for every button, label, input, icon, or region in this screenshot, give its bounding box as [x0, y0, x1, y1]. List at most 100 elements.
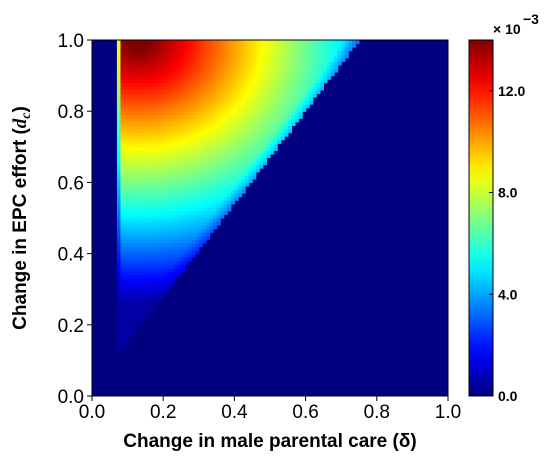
heatmap-cell	[259, 86, 264, 91]
heatmap-cell	[252, 43, 257, 48]
heatmap-cell	[166, 47, 171, 52]
heatmap-cell	[298, 68, 303, 73]
heatmap-cell	[241, 57, 246, 62]
heatmap-cell	[181, 121, 186, 127]
heatmap-cell	[116, 310, 122, 315]
heatmap-cell	[241, 125, 246, 130]
heatmap-cell	[173, 82, 179, 87]
heatmap-cell	[166, 189, 171, 194]
heatmap-cell	[259, 114, 264, 119]
heatmap-cell	[248, 104, 253, 109]
heatmap-cell	[148, 235, 154, 240]
heatmap-cell	[291, 64, 296, 70]
heatmap-cell	[188, 221, 193, 226]
heatmap-cell	[159, 253, 164, 258]
heatmap-cell	[181, 171, 186, 176]
heatmap-cell	[252, 171, 257, 176]
heatmap-cell	[145, 47, 150, 52]
heatmap-cell	[216, 72, 221, 77]
heatmap-cell	[120, 146, 125, 151]
heatmap-cell	[120, 221, 125, 226]
heatmap-cell	[277, 129, 282, 134]
heatmap-cell	[163, 214, 168, 219]
heatmap-cell	[245, 75, 250, 80]
heatmap-cell	[163, 196, 168, 201]
heatmap-cell	[255, 40, 260, 45]
heatmap-cell	[181, 146, 186, 151]
heatmap-cell	[309, 68, 314, 73]
heatmap-cell	[173, 125, 179, 130]
heatmap-cell	[273, 111, 278, 116]
heatmap-cell	[127, 235, 132, 240]
heatmap-cell	[319, 43, 324, 48]
heatmap-cell	[177, 68, 182, 73]
heatmap-cell	[259, 47, 264, 52]
heatmap-cell	[184, 189, 189, 194]
heatmap-cell	[127, 182, 132, 187]
heatmap-cell	[287, 100, 292, 105]
heatmap-cell	[152, 193, 157, 198]
heatmap-cell	[198, 118, 203, 123]
heatmap-cell	[138, 93, 143, 98]
heatmap-cell	[252, 93, 257, 98]
heatmap-cell	[312, 89, 317, 94]
heatmap-cell	[209, 210, 214, 216]
heatmap-cell	[120, 111, 125, 116]
heatmap-cell	[166, 86, 171, 91]
heatmap-cell	[166, 242, 171, 248]
heatmap-cell	[195, 239, 200, 244]
heatmap-cell	[124, 61, 129, 66]
heatmap-cell	[131, 200, 136, 205]
heatmap-cell	[255, 143, 260, 148]
heatmap-cell	[141, 292, 146, 297]
heatmap-cell	[316, 54, 321, 59]
heatmap-cell	[191, 47, 196, 52]
heatmap-cell	[184, 164, 189, 169]
heatmap-cell	[120, 100, 125, 105]
heatmap-cell	[259, 132, 264, 137]
heatmap-cell	[156, 225, 161, 230]
heatmap-cell	[220, 193, 225, 198]
heatmap-cell	[266, 107, 271, 112]
heatmap-cell	[198, 232, 203, 237]
heatmap-cell	[156, 57, 161, 62]
heatmap-cell	[134, 100, 139, 105]
heatmap-cell	[120, 189, 125, 194]
heatmap-cell	[252, 121, 257, 127]
heatmap-cell	[145, 175, 150, 180]
heatmap-cell	[134, 79, 139, 84]
heatmap-cell	[152, 114, 157, 119]
heatmap-cell	[181, 50, 186, 55]
heatmap-cell	[127, 139, 132, 144]
heatmap-cell	[170, 168, 175, 173]
heatmap-cell	[248, 64, 253, 70]
heatmap-cell	[216, 214, 221, 219]
heatmap-cell	[262, 143, 268, 148]
heatmap-cell	[120, 292, 125, 297]
heatmap-cell	[262, 47, 268, 52]
heatmap-cell	[131, 278, 136, 283]
heatmap-cell	[234, 82, 239, 87]
heatmap-cell	[344, 40, 349, 45]
heatmap-cell	[159, 267, 164, 272]
heatmap-cell	[120, 79, 125, 84]
heatmap-cell	[237, 178, 243, 183]
heatmap-cell	[141, 307, 146, 312]
heatmap-cell	[116, 111, 122, 116]
heatmap-cell	[330, 57, 335, 62]
heatmap-cell	[159, 100, 164, 105]
heatmap-cell	[124, 289, 129, 294]
heatmap-cell	[220, 146, 225, 151]
heatmap-cell	[262, 107, 268, 112]
heatmap-cell	[223, 50, 228, 55]
heatmap-cell	[241, 111, 246, 116]
heatmap-cell	[252, 161, 257, 166]
heatmap-cell	[163, 282, 168, 287]
heatmap-cell	[213, 139, 218, 144]
heatmap-cell	[252, 75, 257, 80]
colorbar-tick-label: 12.0	[498, 83, 525, 99]
heatmap-cell	[181, 129, 186, 134]
heatmap-cell	[227, 75, 232, 80]
heatmap-cell	[184, 79, 189, 84]
heatmap-cell	[220, 114, 225, 119]
